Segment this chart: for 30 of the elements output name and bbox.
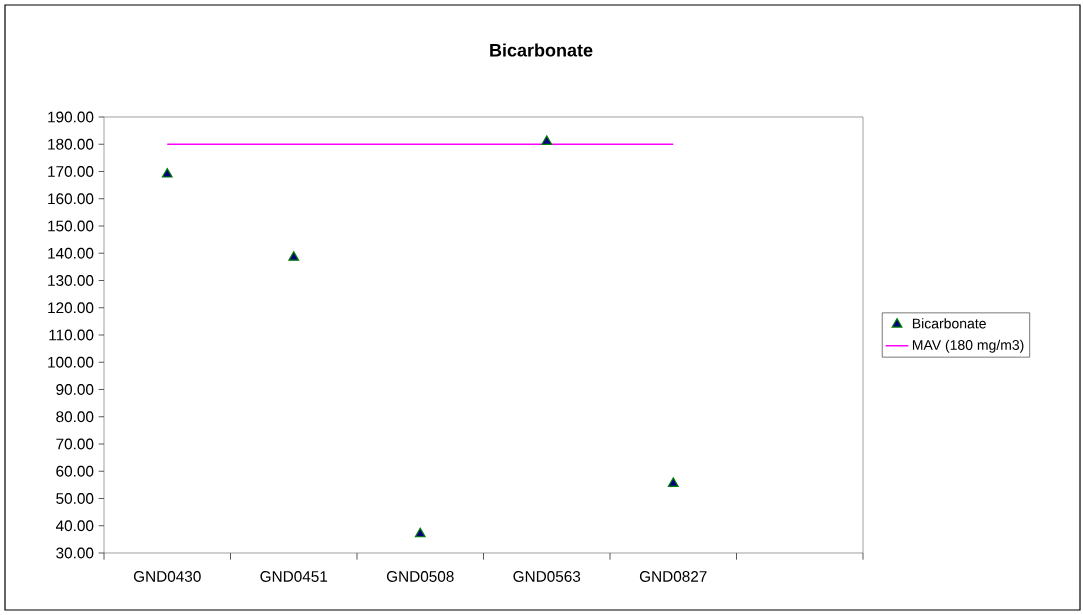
- y-tick-label: 90.00: [56, 384, 94, 395]
- x-tick-label: GND0563: [513, 571, 581, 582]
- x-tick-label: GND0827: [639, 571, 707, 582]
- x-tick-label: GND0451: [260, 571, 328, 582]
- y-tick-label: 190.00: [48, 111, 94, 123]
- y-tick-label: 130.00: [48, 275, 94, 286]
- y-tick-label: 120.00: [48, 302, 94, 314]
- point: [161, 168, 173, 178]
- y-tick-label: 170.00: [48, 166, 94, 177]
- x-tick-label: GND0430: [133, 571, 201, 582]
- y-tick-label: 30.00: [56, 547, 94, 559]
- point: [414, 527, 426, 538]
- y-tick-label: 50.00: [56, 493, 94, 504]
- y-tick-label: 60.00: [56, 465, 94, 477]
- y-tick-label: 40.00: [55, 520, 94, 532]
- y-tick-label: 70.00: [56, 438, 94, 450]
- y-tick-label: 160.00: [48, 193, 94, 205]
- point: [541, 135, 553, 145]
- point: [667, 477, 679, 487]
- x-tick-label: GND0508: [386, 571, 454, 582]
- point: [288, 251, 300, 261]
- y-tick-label: 150.00: [48, 220, 94, 232]
- y-tick-label: 140.00: [48, 247, 94, 259]
- y-tick-label: 80.00: [56, 411, 94, 423]
- y-tick-label: 100.00: [48, 356, 94, 368]
- y-tick-label: 180.00: [48, 138, 94, 150]
- y-tick-label: 110.00: [49, 329, 94, 341]
- legend-label: Bicarbonate: [912, 318, 986, 329]
- legend-label: MAV (180 mg/m3): [912, 339, 1024, 353]
- chart-title: Bicarbonate: [490, 43, 593, 57]
